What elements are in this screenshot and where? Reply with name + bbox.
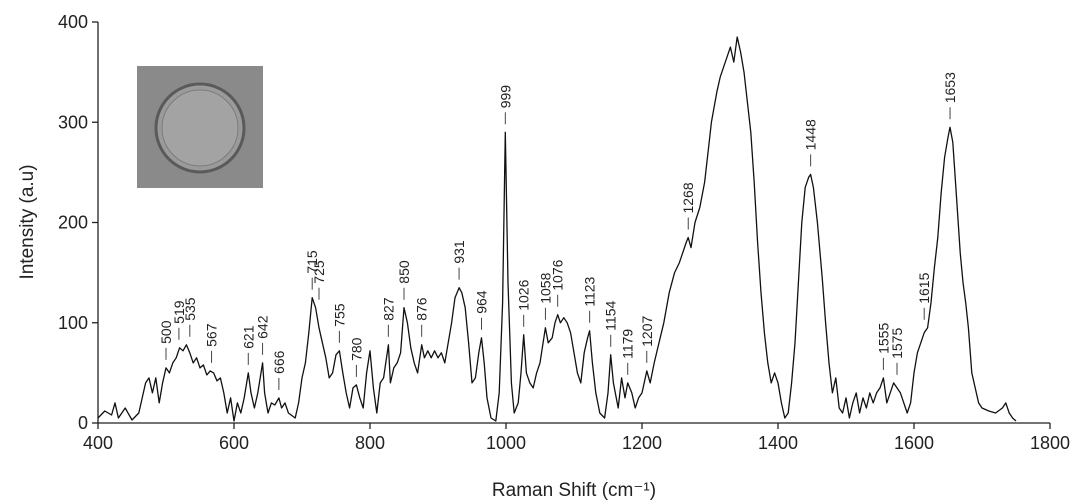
peak-label: 519: [171, 300, 187, 324]
peak-label: 567: [204, 323, 220, 347]
peak-label: 725: [311, 260, 327, 284]
y-axis-title: Intensity (a.u): [17, 164, 38, 279]
peak-label: 876: [414, 297, 430, 321]
x-tick-label: 800: [355, 433, 385, 453]
peak-label: 1207: [639, 316, 655, 347]
peak-label: 1058: [537, 272, 553, 303]
peak-label: 999: [497, 85, 513, 109]
peak-label: 535: [182, 297, 198, 321]
peak-label: 964: [474, 290, 490, 314]
y-tick-label: 200: [58, 213, 88, 233]
peak-label: 850: [396, 260, 412, 284]
peak-label: 1154: [603, 301, 619, 331]
inset-image: [137, 66, 263, 188]
x-tick-label: 1400: [758, 433, 798, 453]
x-tick-label: 1600: [894, 433, 934, 453]
peak-label: 500: [158, 320, 174, 344]
peak-label: 931: [451, 240, 467, 264]
peak-label: 1615: [916, 272, 932, 303]
x-axis-title: Raman Shift (cm⁻¹): [492, 480, 656, 501]
peak-label: 1026: [516, 279, 532, 310]
peak-label: 642: [255, 315, 271, 339]
peak-label: 780: [348, 337, 364, 361]
y-tick-label: 300: [58, 112, 88, 132]
peak-label: 755: [331, 303, 347, 327]
peak-label: 1268: [680, 182, 696, 213]
peak-label: 1448: [803, 119, 819, 150]
peak-label: 715: [304, 250, 320, 274]
spectrum-line: [97, 36, 1017, 422]
x-tick-label: 1000: [486, 433, 526, 453]
peak-label: 1123: [582, 276, 598, 306]
peak-label: 1575: [889, 328, 905, 359]
peak-label: 1555: [875, 323, 891, 354]
y-tick-label: 0: [78, 413, 88, 433]
y-tick-label: 100: [58, 313, 88, 333]
x-tick-label: 400: [83, 433, 113, 453]
x-tick-label: 1800: [1030, 433, 1070, 453]
peak-label: 666: [271, 350, 287, 374]
peak-label: 621: [240, 325, 256, 349]
peak-label: 827: [380, 297, 396, 321]
x-tick-label: 600: [219, 433, 249, 453]
inset-cell-inner: [161, 89, 239, 167]
peak-label: 1179: [620, 329, 636, 359]
x-tick-label: 1200: [622, 433, 662, 453]
peak-label: 1076: [550, 259, 566, 290]
peak-label: 1653: [942, 72, 958, 103]
y-tick-label: 400: [58, 12, 88, 32]
